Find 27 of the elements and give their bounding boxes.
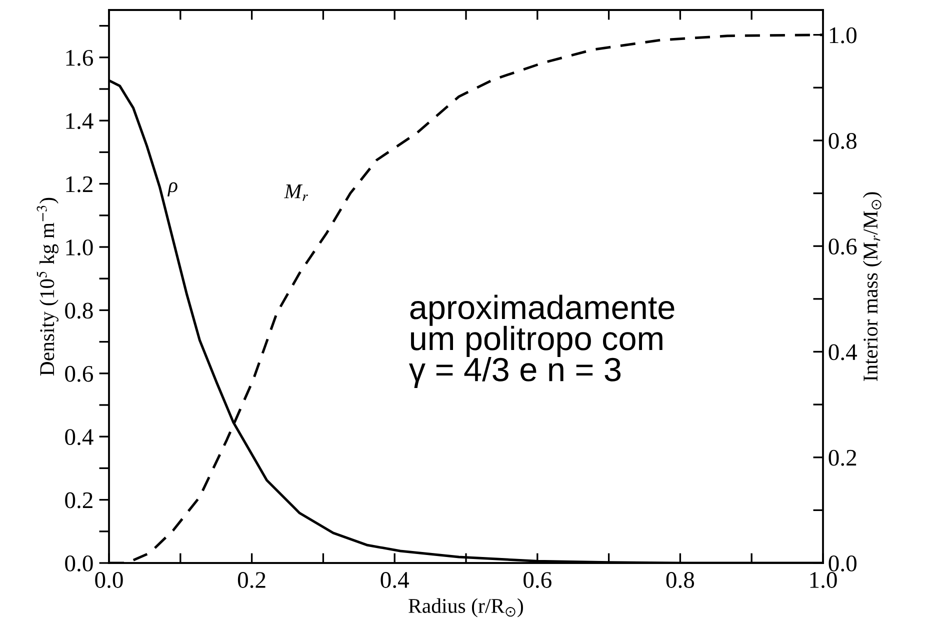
y-tick-label: 0.2: [65, 492, 92, 508]
y-tick-label: 0.8: [65, 302, 93, 319]
y-tick-label: 1.2: [66, 176, 92, 192]
y2-tick-label: 1.0: [830, 27, 856, 44]
x-axis-title: Radius (r/R$_{⊙}$): [408, 598, 523, 618]
y2-axis-title: Interior mass (M$_{r}$/M$_{⊙}$): [862, 192, 882, 382]
y-tick-label: 0.4: [65, 429, 94, 446]
y2-tick-label: 0.0: [828, 555, 856, 572]
y-tick-label: 0.6: [65, 366, 94, 382]
y-axis-title: Density (10$^{5}$ kg m$^{−3}$): [36, 198, 58, 376]
y-tick-label: 0.0: [65, 555, 93, 572]
y-tick-label: 1.6: [66, 50, 94, 66]
x-tick-label: 0.8: [666, 572, 694, 588]
y-tick-label: 1.4: [66, 113, 94, 130]
annotation: aproximadamente um politropo com γ = 4/3 e n = 3: [408, 294, 674, 388]
series-label: M$_{r}$: [284, 184, 308, 201]
series-label: ρ: [167, 182, 178, 196]
x-tick-label: 0.4: [380, 572, 409, 588]
x-tick-label: 0.6: [524, 572, 552, 588]
y2-tick-label: 0.4: [828, 344, 858, 360]
x-tick-label: 1.0: [810, 572, 837, 588]
x-tick-label: 0.2: [238, 572, 266, 588]
x-tick-label: 0.0: [95, 572, 123, 588]
y2-tick-label: 0.6: [828, 238, 857, 255]
y2-tick-label: 0.2: [828, 450, 856, 466]
y-tick-label: 1.0: [66, 239, 93, 256]
y2-tick-label: 0.8: [828, 132, 856, 149]
